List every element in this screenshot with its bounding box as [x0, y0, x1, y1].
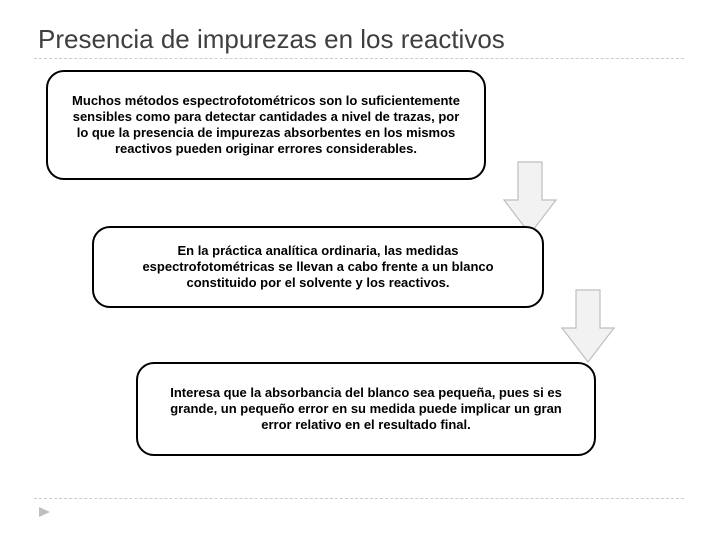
flow-box-2-text: En la práctica analítica ordinaria, las …: [112, 243, 524, 292]
footer-marker-icon: [38, 505, 52, 523]
flow-box-3-text: Interesa que la absorbancia del blanco s…: [156, 385, 576, 434]
down-arrow-icon: [558, 288, 618, 366]
footer-underline: [34, 498, 684, 499]
flow-box-2: En la práctica analítica ordinaria, las …: [92, 226, 544, 308]
flow-box-1: Muchos métodos espectrofotométricos son …: [46, 70, 486, 180]
flow-box-3: Interesa que la absorbancia del blanco s…: [136, 362, 596, 456]
page-title: Presencia de impurezas en los reactivos: [38, 24, 505, 55]
title-underline: [34, 58, 684, 59]
flow-box-1-text: Muchos métodos espectrofotométricos son …: [66, 93, 466, 158]
